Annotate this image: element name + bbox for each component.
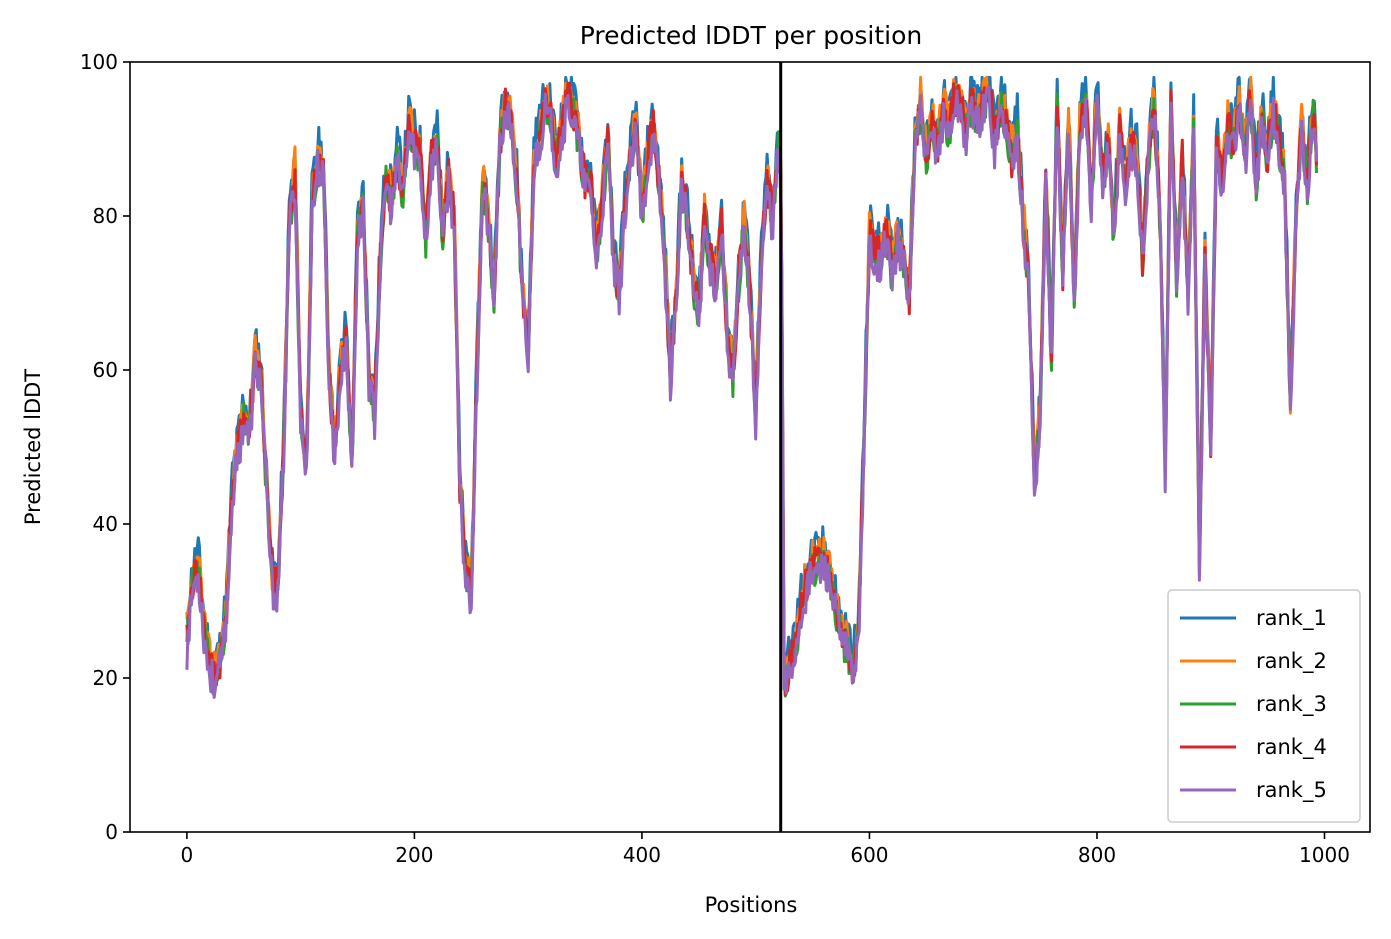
x-tick-label: 0 — [181, 843, 194, 867]
y-tick-label: 60 — [93, 358, 118, 382]
y-axis-label: Predicted lDDT — [21, 369, 45, 525]
y-tick-label: 40 — [93, 512, 118, 536]
legend-box — [1167, 589, 1361, 823]
y-tick-label: 100 — [80, 50, 118, 74]
y-tick-label: 0 — [105, 820, 118, 844]
legend-label-rank_4: rank_4 — [1256, 735, 1327, 760]
x-tick-label: 600 — [850, 843, 888, 867]
plot-frame — [129, 61, 1371, 833]
x-tick-label: 800 — [1078, 843, 1116, 867]
series-group — [185, 75, 1318, 699]
legend-label-rank_1: rank_1 — [1256, 606, 1327, 631]
chart-title: Predicted lDDT per position — [580, 21, 922, 50]
x-tick-label: 200 — [395, 843, 433, 867]
legend: rank_1 rank_2 rank_3 rank_4 rank_5 — [1167, 589, 1361, 823]
x-tick-label: 400 — [623, 843, 661, 867]
series-line-rank_5 — [185, 85, 1318, 699]
x-tick-label: 1000 — [1299, 843, 1350, 867]
y-tick-label: 80 — [93, 204, 118, 228]
axes-group: 0 200 400 600 800 1000 0 20 40 60 80 100 — [80, 50, 1371, 867]
legend-label-rank_3: rank_3 — [1256, 692, 1327, 717]
legend-label-rank_2: rank_2 — [1256, 649, 1327, 674]
legend-label-rank_5: rank_5 — [1256, 778, 1327, 803]
y-tick-label: 20 — [93, 666, 118, 690]
x-axis-label: Positions — [705, 893, 798, 917]
